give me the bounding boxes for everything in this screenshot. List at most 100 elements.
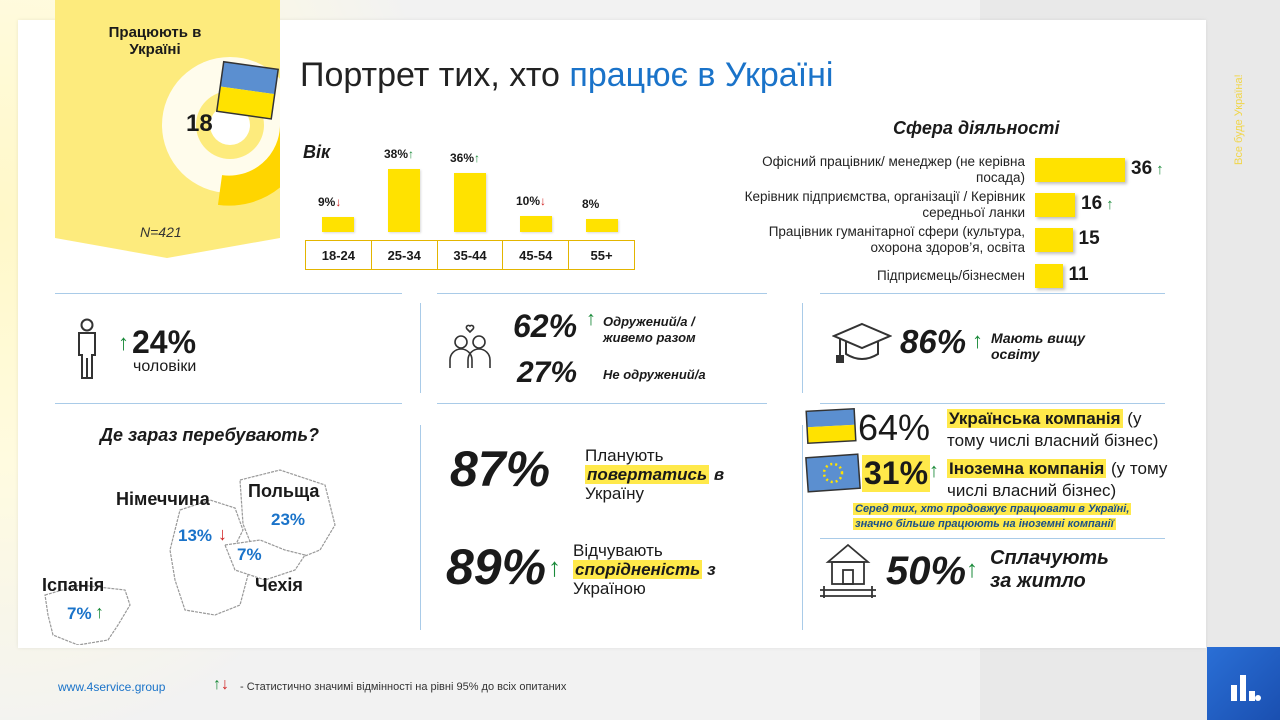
sphere-bar [1035, 228, 1073, 252]
sphere-bar [1035, 193, 1075, 217]
age-tick: 35-44 [438, 241, 504, 269]
significance-arrows-icon: ↑↓ [213, 676, 229, 693]
couple-icon [449, 324, 491, 368]
footer-url[interactable]: www.4service.group [58, 680, 166, 694]
up-arrow-icon: ↑ [972, 328, 983, 353]
germany-shape [169, 499, 249, 616]
graduation-cap-icon [832, 322, 892, 363]
sphere-data-label: 11 [1068, 264, 1089, 285]
location-title: Де зараз перебувають? [100, 425, 319, 445]
page-title: Портрет тих, хто працює в Україні [300, 56, 833, 95]
up-arrow-icon: ↑ [95, 602, 104, 622]
czechia-shape [224, 539, 306, 581]
return-value: 87% [450, 441, 551, 497]
sphere-data-label: 16 ↑ [1081, 193, 1114, 214]
sphere-data-label: 36 ↑ [1131, 158, 1164, 179]
ua-company-value: 64% [858, 407, 931, 448]
men-label: чоловіки [133, 358, 197, 375]
side-slogan: Все буде Україна! [1233, 74, 1245, 165]
return-highlight: повертатись [585, 465, 710, 484]
ua-company-highlight: Українська компанія [947, 409, 1123, 428]
bar-logo-icon [1231, 675, 1261, 701]
sphere-bar [1035, 264, 1063, 288]
age-data-label: 36%↑ [450, 150, 481, 165]
sample-size: N=421 [140, 224, 182, 240]
title-prefix: Портрет тих, хто [300, 56, 570, 94]
up-arrow-icon: ↑ [966, 556, 978, 583]
up-arrow-icon: ↑ [1106, 196, 1114, 213]
badge [55, 0, 280, 258]
person-icon [78, 318, 96, 379]
age-tick: 55+ [590, 247, 613, 263]
ukraine-flag-icon [805, 407, 857, 445]
footer-note: - Статистично значимі відмінності на рів… [240, 681, 567, 693]
up-arrow-icon: ↑ [548, 552, 561, 582]
return-pre: Планують [585, 446, 664, 465]
age-data-label: 10%↓ [516, 193, 547, 208]
sphere-bar [1035, 158, 1125, 182]
up-arrow-icon: ↑ [586, 308, 596, 330]
ua-company-text: Українська компанія (у тому числі власни… [947, 409, 1159, 450]
down-arrow-icon: ↓ [218, 524, 227, 544]
title-accent: працює в Україні [569, 56, 834, 94]
eu-flag-icon [805, 453, 861, 493]
connection-value: 89% [446, 539, 547, 595]
education-value: 86% [900, 323, 967, 360]
age-tick: 25-34 [372, 241, 438, 269]
ukraine-flag-icon [215, 60, 280, 120]
country-value: 7% [67, 604, 92, 623]
country-value: 7% [237, 545, 262, 564]
badge-value: 18 [186, 110, 213, 137]
down-arrow-icon: ↓ [540, 193, 547, 208]
age-data-label: 38%↑ [384, 147, 415, 162]
age-chart-title: Вік [303, 142, 331, 162]
age-bar [586, 218, 618, 232]
country-name: Чехія [255, 575, 303, 595]
age-axis: 18-24 25-34 35-44 45-54 55+ [305, 240, 635, 270]
country-value: 23% [271, 510, 306, 529]
age-bar [520, 215, 552, 232]
age-bar [388, 169, 420, 232]
age-bar [454, 172, 486, 232]
country-name: Польща [248, 481, 320, 501]
foreign-company-value: 31% [862, 455, 931, 492]
country-name: Німеччина [116, 489, 210, 509]
sphere-data-label: 15 [1078, 228, 1100, 249]
country-name: Іспанія [42, 575, 105, 595]
age-tick: 45-54 [503, 241, 570, 269]
age-tick: 18-24 [306, 241, 372, 269]
up-arrow-icon: ↑ [1156, 161, 1164, 178]
down-arrow-icon: ↓ [335, 195, 342, 210]
country-value: 13% [178, 526, 213, 545]
sphere-category-label: Підприємець/бізнесмен [876, 268, 1025, 283]
sphere-chart-title: Сфера діяльності [893, 118, 1060, 138]
up-arrow-icon: ↑ [408, 147, 415, 162]
connection-highlight: спорідненість [573, 560, 703, 579]
men-value: 24% [132, 324, 197, 360]
sphere-category-label: Керівник підприємства, організації / Кер… [744, 189, 1025, 220]
foreign-company-highlight: Іноземна компанія [947, 459, 1107, 478]
spain-shape [44, 584, 131, 645]
house-icon [820, 543, 876, 598]
age-data-label: 9%↓ [318, 195, 342, 210]
foreign-company-text: Іноземна компанія (у тому числі власний … [947, 459, 1168, 500]
age-data-label: 8% [582, 196, 600, 211]
married-value: 62% [513, 308, 578, 344]
single-value: 27% [517, 356, 578, 389]
brand-logo [1207, 647, 1280, 720]
education-label: Мають вищу освіту [991, 330, 1086, 362]
poland-shape [239, 469, 336, 563]
single-label: Не одружений/а [603, 367, 706, 382]
sphere-category-label: Офісний працівник/ менеджер (не керівна … [762, 154, 1025, 185]
return-text: Планують повертатись в Україну [585, 446, 725, 503]
europe-map [44, 469, 336, 645]
up-arrow-icon: ↑ [929, 460, 939, 482]
connection-text: Відчувають спорідненість з Україною [573, 541, 716, 598]
sphere-category-label: Працівник гуманітарної сфери (культура, … [768, 224, 1025, 255]
badge-title: Працюють в Україні [108, 24, 202, 58]
married-label: Одружений/а / живемо разом [603, 314, 696, 345]
up-arrow-icon: ↑ [118, 330, 129, 355]
company-note: Серед тих, хто продовжує працювати в Укр… [853, 503, 1132, 530]
age-bar [322, 217, 354, 232]
housing-value: 50% [886, 549, 967, 593]
